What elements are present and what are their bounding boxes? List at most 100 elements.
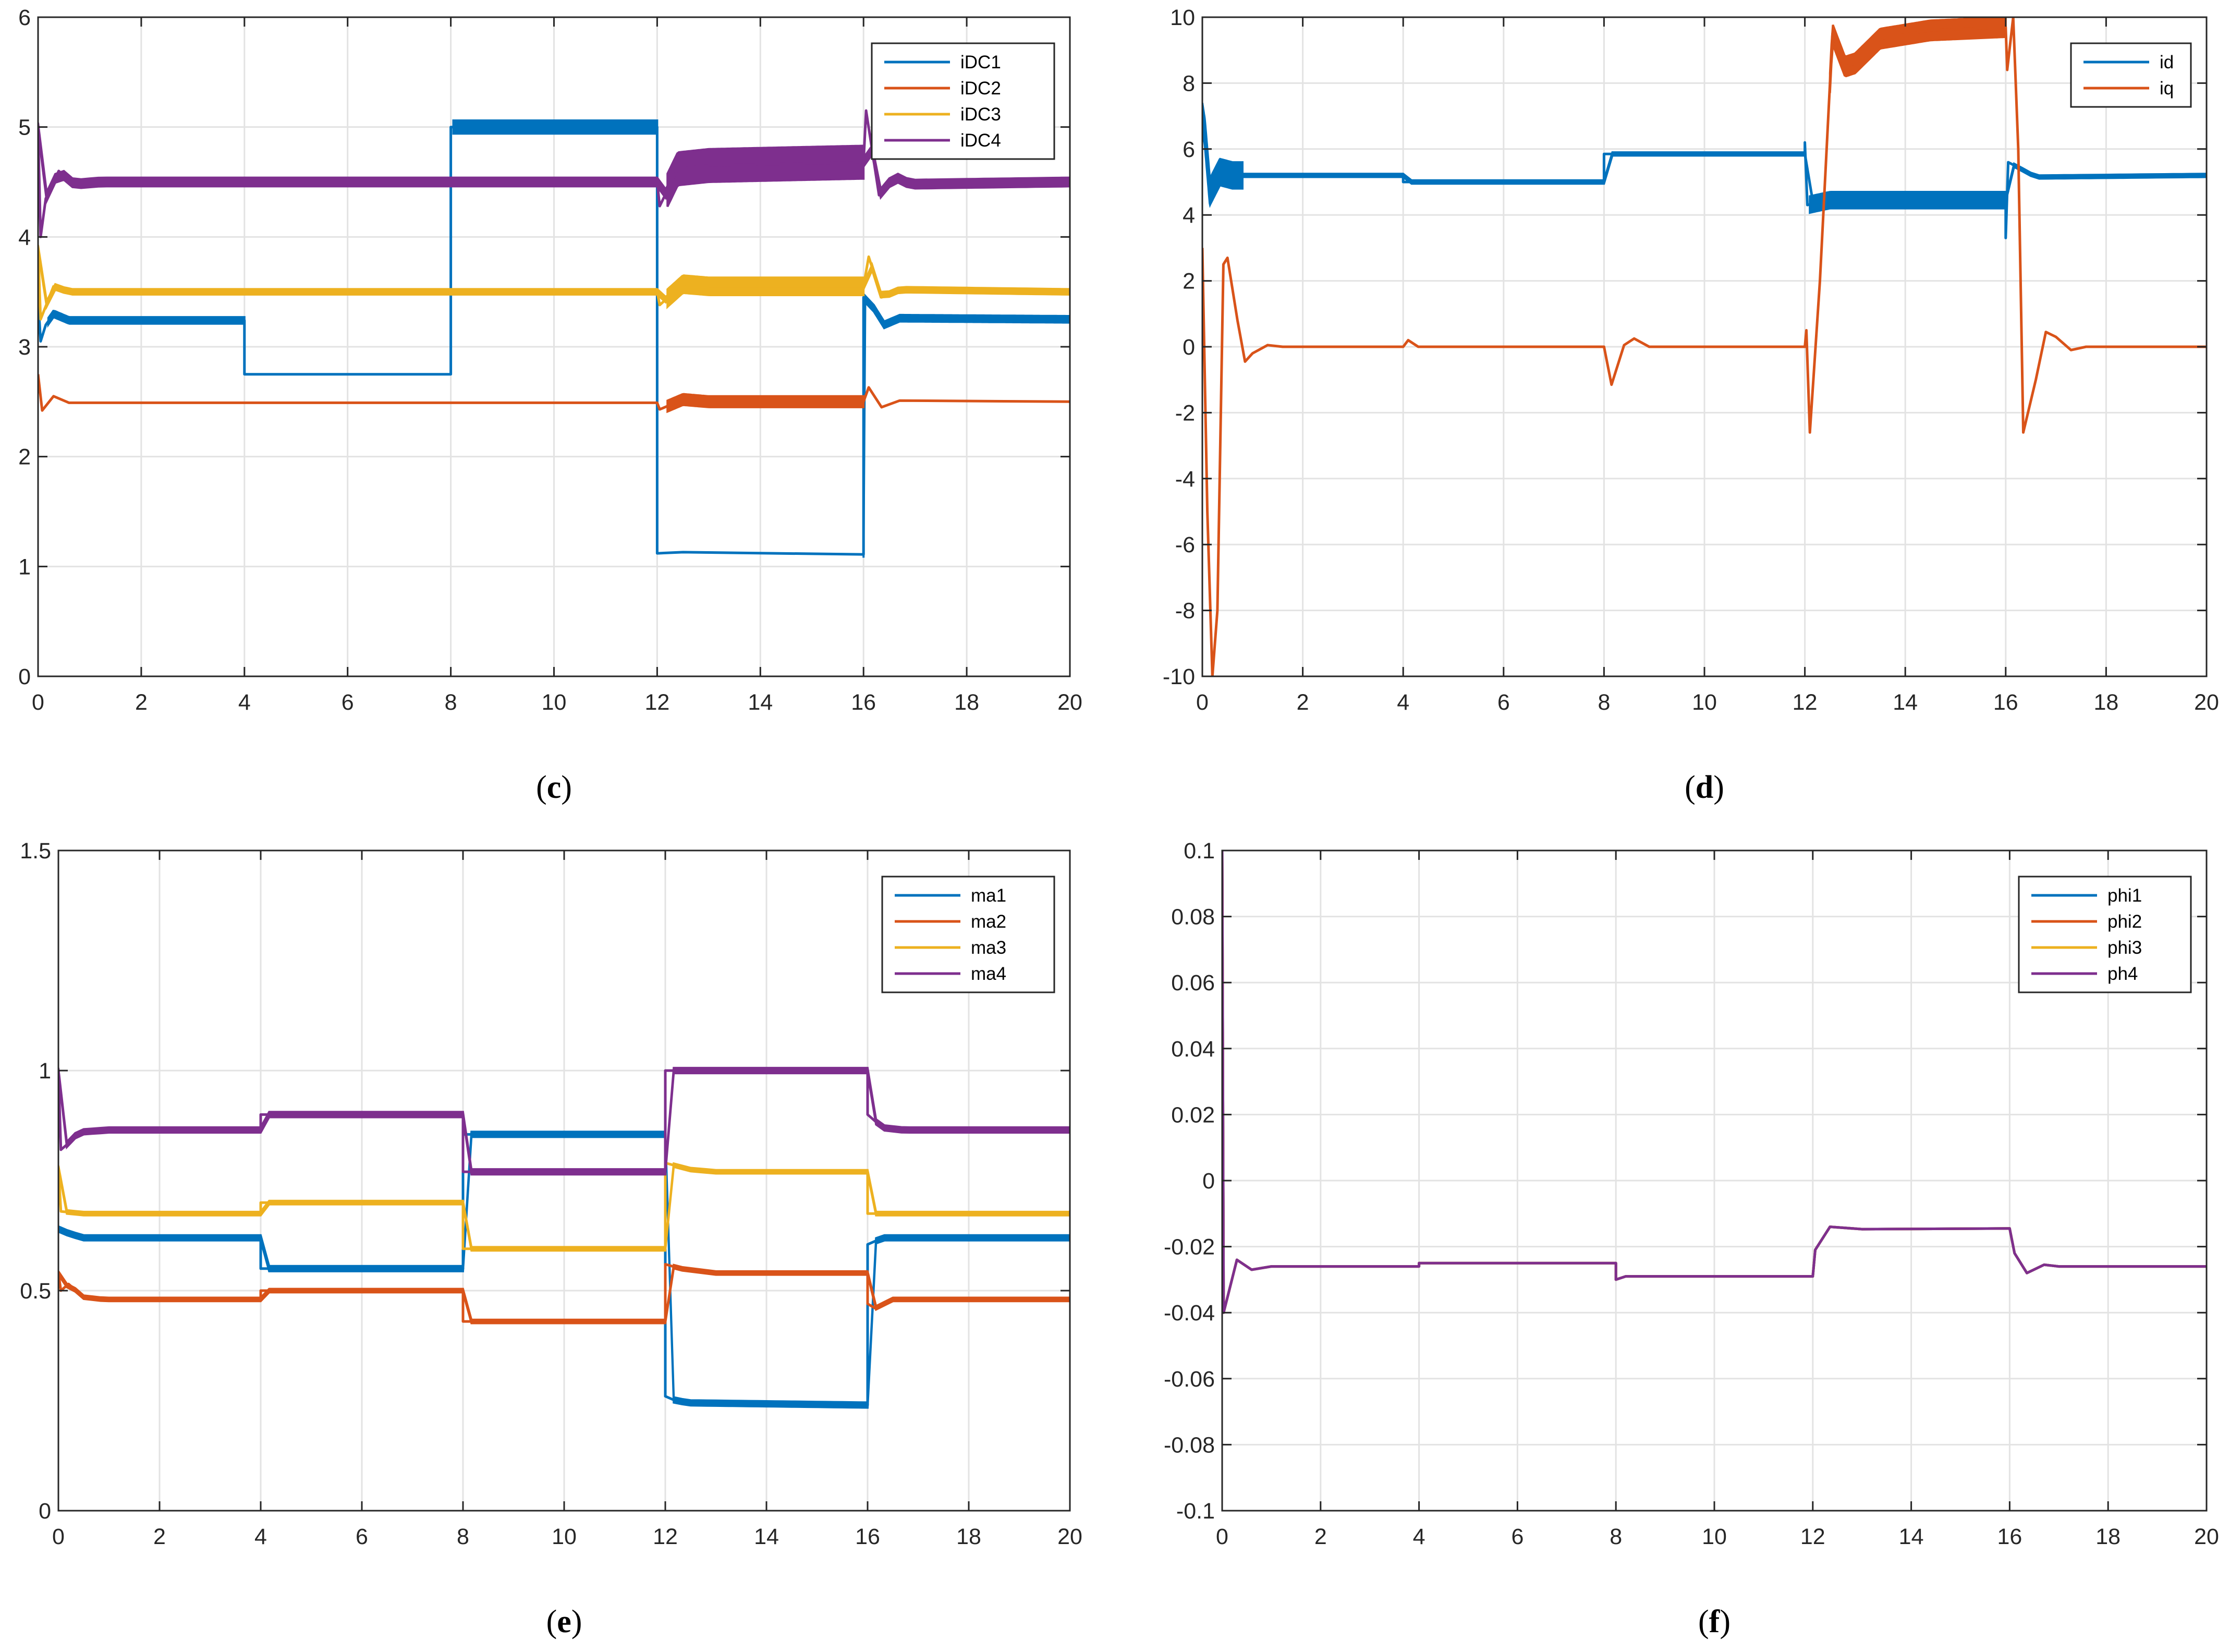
y-tick-label: 1 [18,554,31,579]
caption-close: ) [561,770,572,805]
y-tick-label: 0.1 [1184,839,1215,864]
x-tick-label: 14 [1893,690,1918,715]
y-tick-label: 0.02 [1171,1102,1215,1127]
x-tick-label: 16 [1997,1524,2022,1549]
caption-open: ( [536,770,547,805]
series-iq-line [1202,17,2207,676]
legend-label-iDC2: iDC2 [960,78,1001,99]
legend-label-ma1: ma1 [971,885,1006,906]
series-ma3-line [58,1161,1070,1250]
x-tick-label: 2 [1314,1524,1327,1549]
y-tick-label: 0 [1202,1169,1215,1194]
legend-label-ma2: ma2 [971,912,1006,932]
y-tick-label: 0 [18,664,31,689]
y-tick-label: 0.06 [1171,970,1215,995]
x-tick-label: 12 [644,690,669,715]
y-tick-label: 0.04 [1171,1037,1215,1062]
panel-caption: (c) [536,770,572,805]
x-tick-label: 10 [1692,690,1717,715]
legend: iDC1 iDC2 iDC3 iDC4 [871,42,1055,160]
legend: phi1 phi2 phi3 ph4 [2018,876,2192,993]
series-iDC4-band [666,144,865,208]
x-tick-label: 6 [356,1524,368,1549]
y-tick-label: -0.06 [1164,1367,1215,1392]
caption-letter: c [547,770,562,805]
legend-label-iDC1: iDC1 [960,52,1001,72]
series-id-line [1202,116,2207,239]
x-tick-label: 20 [2194,690,2219,715]
caption-letter: d [1696,770,1713,805]
y-tick-label: 3 [18,335,31,360]
x-tick-label: 16 [851,690,876,715]
series-group [38,109,1070,558]
x-tick-label: 12 [653,1524,678,1549]
series-ma4-line [58,1069,1070,1173]
caption-letter: f [1709,1604,1721,1639]
legend-label-iDC4: iDC4 [960,130,1001,151]
legend: id iq [2070,42,2192,108]
x-tick-label: 20 [1057,1524,1082,1549]
x-tick-label: 4 [254,1524,267,1549]
caption-close: ) [1720,1604,1731,1639]
y-tick-label: 0 [39,1499,51,1524]
series-ph4-line [1222,851,2207,1314]
legend-label-phi2: phi2 [2107,912,2142,932]
y-tick-label: 6 [18,5,31,30]
x-tick-label: 0 [1196,690,1209,715]
tick-group: 0 2 4 6 8 10 12 14 16 18 20 0 0.5 1 1.5 [20,839,1082,1549]
chart-panel-f: 0 2 4 6 8 10 12 14 16 18 20 -0.1 -0.08 -0.06 -0.04 -0.0… [1164,839,2219,1639]
y-tick-label: 8 [1183,71,1195,96]
panel-caption: (d) [1685,770,1724,805]
y-tick-label: 0.08 [1171,905,1215,930]
legend-label-id: id [2160,52,2174,72]
tick-group: 0 2 4 6 8 10 12 14 16 18 20 -0.1 -0.08 -0.06 -0.04 -0.0… [1164,839,2219,1549]
y-tick-label: 0.5 [20,1279,51,1304]
x-tick-label: 18 [954,690,979,715]
legend-label-phi1: phi1 [2107,885,2142,906]
y-tick-label: -10 [1163,664,1195,689]
series-id-band [1202,103,1244,208]
chart-panel-c: 0 2 4 6 8 10 12 14 16 18 200123456iDC1iDC2iDC3iDC4… [18,5,1082,805]
x-tick-label: 8 [1610,1524,1622,1549]
legend-box [2070,42,2192,108]
x-tick-label: 8 [1598,690,1610,715]
series-group [58,1066,1070,1409]
series-ma2-band [58,1264,1070,1325]
x-tick-label: 18 [956,1524,981,1549]
y-tick-label: -0.1 [1176,1499,1215,1524]
panel-caption: (f) [1698,1604,1731,1639]
series-group [1202,17,2207,676]
x-tick-label: 8 [457,1524,469,1549]
panel-caption: (e) [546,1604,582,1639]
series-group [1222,851,2207,1314]
x-tick-label: 14 [748,690,773,715]
y-tick-label: -2 [1175,400,1195,426]
legend-label-ph4: ph4 [2107,964,2138,984]
x-tick-label: 10 [542,690,567,715]
y-tick-label: -0.08 [1164,1432,1215,1457]
x-tick-label: 0 [32,690,44,715]
legend-label-iDC3: iDC3 [960,104,1001,125]
x-tick-label: 14 [754,1524,779,1549]
series-iDC1-band [862,293,1070,558]
x-tick-label: 2 [153,1524,166,1549]
x-tick-label: 2 [1297,690,1309,715]
caption-close: ) [1713,770,1724,805]
caption-open: ( [546,1604,557,1639]
series-iDC3-line [38,248,1070,321]
x-tick-label: 12 [1793,690,1818,715]
series-iDC3-band [666,274,865,310]
series-ma2-line [58,1262,1070,1323]
caption-letter: e [557,1604,571,1639]
chart-panel-d: 0 2 4 6 8 10 12 14 16 18 20 -10 -8 -6 -4 -2 0 2 4 6 8 10 id iq (… [1163,5,2219,805]
x-tick-label: 10 [552,1524,577,1549]
x-tick-label: 18 [2095,1524,2121,1549]
x-tick-label: 0 [52,1524,65,1549]
tick-group: 0 2 4 6 8 10 12 14 16 18 20 -10 -8 -6 -4 -2 0 2 4 6 8 10 [1163,5,2219,715]
y-tick-label: -8 [1175,599,1195,624]
series-iDC1-line [38,126,1070,556]
y-tick-label: 1.5 [20,839,51,864]
y-tick-label: 0 [1183,335,1195,360]
y-tick-label: -4 [1175,467,1195,492]
x-tick-label: 18 [2093,690,2118,715]
